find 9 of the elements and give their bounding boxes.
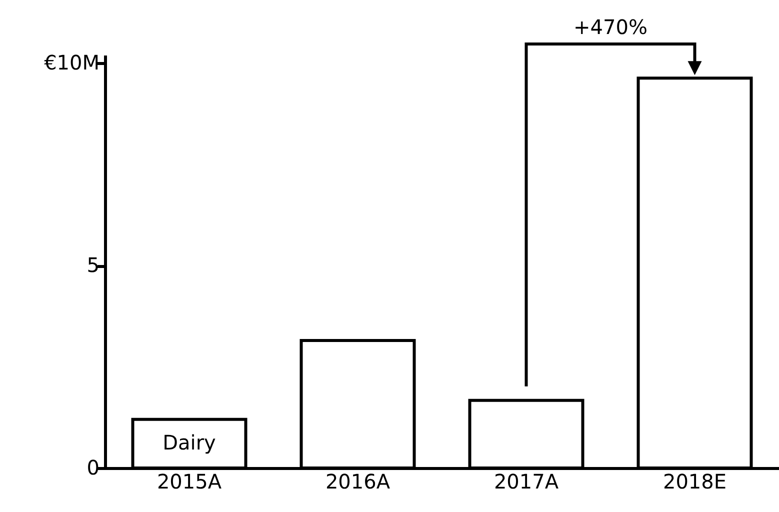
y-tick-label: 0: [86, 456, 100, 480]
y-tick-label: €10M: [44, 50, 100, 75]
x-tick-label: 2017A: [494, 470, 559, 494]
x-tick-label: 2015A: [156, 470, 222, 494]
x-tick-label: 2018E: [662, 470, 727, 494]
text: +470%: [574, 15, 648, 39]
series-label: Dairy: [162, 430, 216, 455]
y-tick-label: 5: [86, 253, 100, 278]
x-tick-label: 2016A: [325, 470, 390, 494]
